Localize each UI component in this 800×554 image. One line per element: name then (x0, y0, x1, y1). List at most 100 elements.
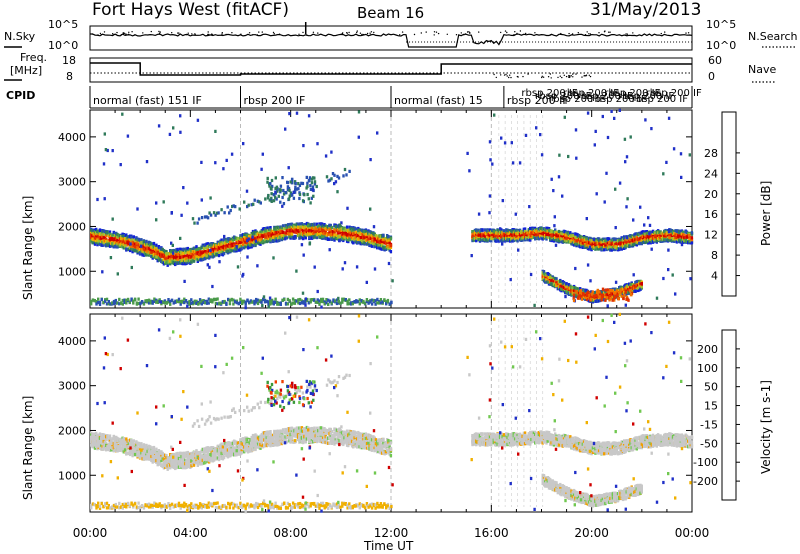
velocity-echo (368, 434, 371, 438)
power-echo (174, 262, 177, 267)
velocity-echo (266, 436, 270, 440)
power-echo (365, 234, 369, 239)
velocity-echo (118, 444, 122, 448)
power-echo (490, 239, 493, 243)
power-echo (333, 233, 336, 237)
velocity-echo (253, 439, 256, 443)
velocity-echo (264, 441, 267, 445)
power-echo (143, 248, 147, 252)
search-noise-point (112, 33, 114, 35)
velocity-echo (157, 449, 161, 453)
velocity-echo (387, 450, 390, 454)
search-noise-point (356, 31, 358, 34)
power-echo (174, 255, 177, 259)
velocity-echo (118, 441, 122, 445)
velocity-echo (125, 451, 128, 455)
power-echo (133, 245, 137, 249)
velocity-echo (353, 432, 356, 436)
power-echo (349, 235, 352, 239)
power-echo (274, 230, 277, 235)
freq-unit-label: [MHz] (10, 64, 42, 77)
velocity-echo (146, 446, 149, 450)
power-echo (187, 259, 191, 263)
power-echo (118, 240, 122, 244)
power-echo (102, 241, 105, 245)
velocity-echo (202, 461, 206, 465)
velocity-echo (340, 431, 344, 435)
power-echo (204, 245, 207, 249)
velocity-echo (338, 439, 341, 443)
velocity-echo (116, 436, 119, 441)
velocity-echo (248, 439, 251, 443)
search-noise-point (251, 34, 254, 36)
velocity-echo (291, 428, 295, 432)
nave-point (559, 75, 561, 77)
power-echo (384, 239, 388, 243)
power-echo (264, 229, 267, 233)
velocity-echo (389, 441, 393, 445)
search-noise-point (178, 32, 180, 34)
velocity-echo (363, 439, 366, 443)
velocity-echo (160, 463, 163, 467)
power-echo (122, 246, 125, 250)
power-echo (291, 229, 295, 233)
nave-point (570, 75, 572, 77)
power-echo (155, 256, 158, 260)
power-echo (229, 248, 232, 252)
power-echo (253, 235, 256, 239)
velocity-echo (148, 452, 152, 456)
power-echo (215, 252, 218, 256)
power-echo (128, 248, 132, 253)
velocity-echo (136, 454, 139, 458)
power-echo (239, 248, 242, 252)
power-echo (354, 227, 357, 231)
search-noise-point (298, 33, 300, 35)
velocity-echo (475, 432, 478, 436)
velocity-echo (92, 445, 95, 449)
velocity-echo (327, 436, 330, 440)
velocity-echo (313, 434, 316, 438)
velocity-echo (294, 434, 297, 438)
velocity-echo (353, 441, 356, 445)
velocity-echo (155, 450, 158, 454)
power-echo (248, 235, 251, 239)
velocity-echo (354, 437, 357, 441)
power-echo (357, 241, 360, 245)
velocity-echo (360, 436, 364, 440)
power-echo (355, 240, 359, 244)
power-echo (207, 244, 211, 248)
power-echo (365, 238, 369, 242)
velocity-echo (299, 435, 302, 439)
power-echo (310, 222, 314, 227)
velocity-echo (105, 443, 108, 447)
velocity-echo (113, 448, 117, 452)
power-echo (481, 238, 484, 243)
velocity-echo (156, 452, 159, 456)
velocity-y-tick-label: 4000 (58, 335, 86, 348)
power-echo (330, 230, 334, 234)
search-noise-point (399, 34, 401, 36)
velocity-echo (373, 436, 376, 440)
power-echo (165, 252, 168, 256)
velocity-echo (171, 464, 174, 468)
power-echo (152, 245, 156, 249)
power-echo (141, 247, 144, 251)
power-echo (323, 228, 326, 232)
search-noise-point (142, 32, 144, 34)
velocity-echo (132, 445, 135, 449)
power-echo (204, 253, 207, 257)
velocity-echo (160, 459, 163, 463)
power-echo (360, 240, 364, 244)
power-echo (377, 240, 380, 244)
power-echo (93, 242, 97, 246)
power-echo (357, 228, 360, 232)
nave-point (572, 76, 574, 78)
power-echo (483, 228, 487, 232)
power-echo (340, 236, 344, 240)
power-echo (138, 241, 142, 245)
power-echo (363, 235, 366, 239)
power-echo (477, 238, 480, 242)
search-noise-point (116, 31, 118, 34)
velocity-echo (259, 442, 262, 447)
